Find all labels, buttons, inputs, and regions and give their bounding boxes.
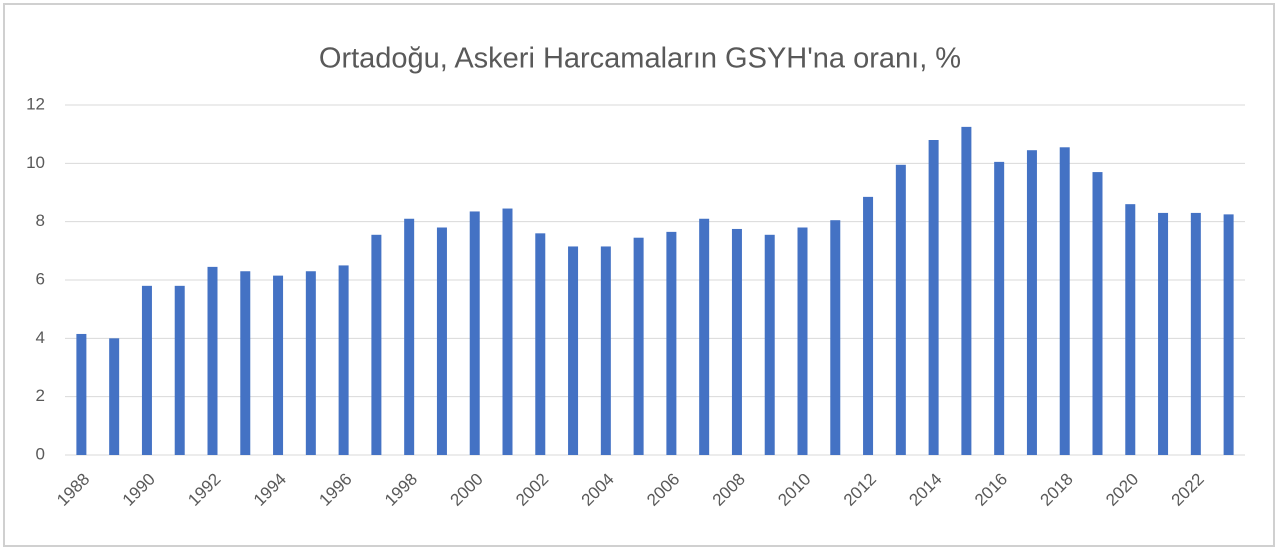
- bar: [338, 265, 349, 455]
- bar: [469, 211, 480, 455]
- bar: [1158, 212, 1169, 455]
- bar: [1026, 150, 1037, 456]
- bar: [207, 266, 218, 455]
- bar: [371, 234, 382, 455]
- bar: [273, 275, 284, 455]
- bar: [666, 231, 677, 455]
- bar: [1059, 147, 1070, 455]
- bar: [305, 271, 316, 455]
- bar: [797, 227, 808, 455]
- y-tick-label: 4: [36, 328, 45, 347]
- bar: [994, 161, 1005, 455]
- bar: [863, 196, 874, 455]
- bar: [928, 140, 939, 455]
- y-tick-label: 2: [36, 386, 45, 405]
- bar: [109, 338, 120, 455]
- bar: [699, 218, 710, 455]
- y-tick-label: 8: [36, 211, 45, 230]
- y-tick-label: 10: [26, 153, 45, 172]
- bar: [1092, 172, 1103, 456]
- bar: [961, 126, 972, 455]
- bar: [1125, 204, 1136, 455]
- y-tick-label: 0: [36, 444, 45, 463]
- bar: [141, 285, 152, 455]
- bar: [731, 228, 742, 455]
- bar: [502, 208, 513, 455]
- bar: [600, 246, 611, 455]
- chart-title: Ortadoğu, Askeri Harcamaların GSYH'na or…: [319, 43, 961, 75]
- bar: [633, 237, 644, 455]
- bar: [404, 218, 415, 455]
- bar: [568, 246, 579, 455]
- y-tick-label: 6: [36, 269, 45, 288]
- bar: [76, 333, 87, 455]
- y-tick-label: 12: [26, 94, 45, 113]
- bar: [436, 227, 447, 455]
- bar: [895, 164, 906, 455]
- bar: [830, 220, 841, 455]
- bar: [1223, 214, 1234, 455]
- bar: [240, 271, 251, 455]
- bar: [535, 233, 546, 455]
- bar: [764, 234, 775, 455]
- bar: [174, 285, 185, 455]
- bar: [1190, 212, 1201, 455]
